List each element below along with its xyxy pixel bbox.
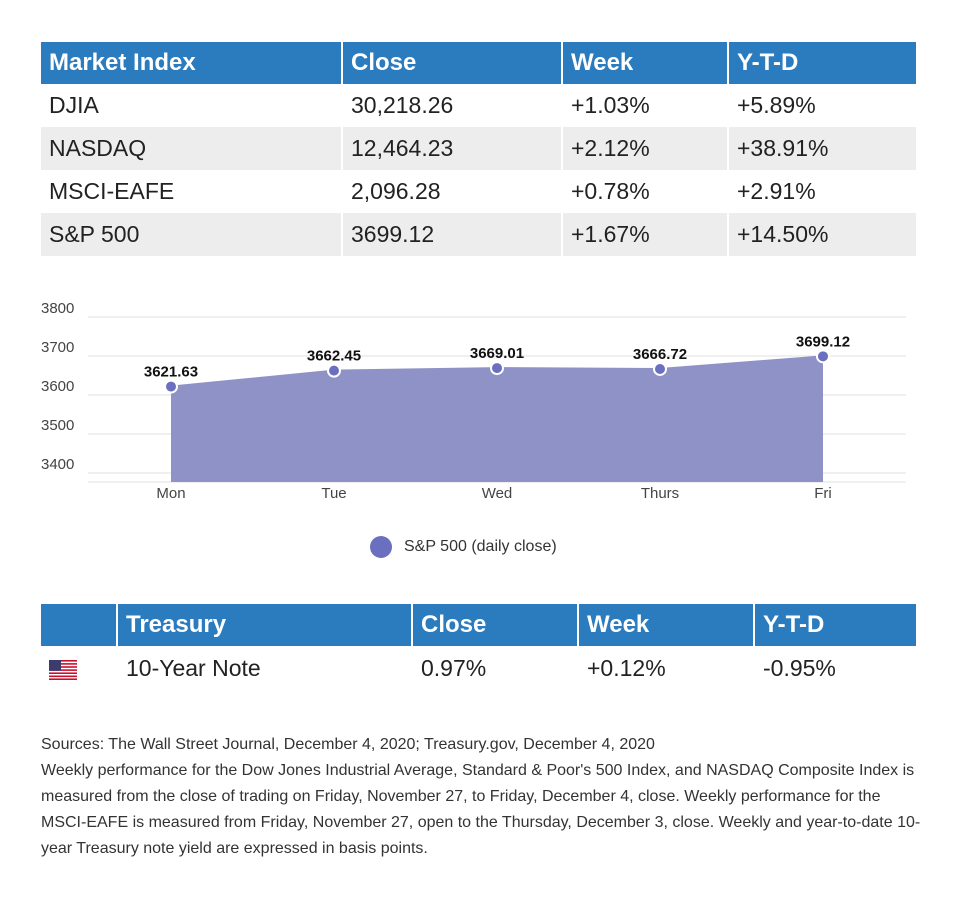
- header-ytd: Y-T-D: [755, 604, 916, 646]
- data-point: [816, 349, 830, 364]
- data-label: 3669.01: [470, 345, 524, 362]
- data-label: 3621.63: [144, 364, 198, 381]
- index-week: +2.12%: [563, 127, 729, 170]
- sources-note: Sources: The Wall Street Journal, Decemb…: [41, 736, 655, 753]
- header-ytd: Y-T-D: [729, 42, 916, 84]
- footnotes: Sources: The Wall Street Journal, Decemb…: [41, 732, 921, 862]
- x-tick-label: Thurs: [641, 485, 679, 502]
- sp500-area-chart: 3800 3700 3600 3500 3400 3621.63 Mon 3662.45 Tue…: [41, 300, 906, 502]
- treasury-close: 0.97%: [413, 646, 579, 690]
- header-close: Close: [413, 604, 579, 646]
- market-index-table: Market Index Close Week Y-T-D DJIA 30,21…: [41, 42, 916, 256]
- index-ytd: +14.50%: [729, 213, 916, 256]
- table-row: 10-Year Note 0.97% +0.12% -0.95%: [41, 646, 916, 690]
- x-tick-label: Fri: [814, 485, 832, 502]
- data-label: 3666.72: [633, 346, 687, 363]
- legend-marker: [370, 536, 392, 558]
- index-week: +1.03%: [563, 84, 729, 127]
- header-treasury: Treasury: [118, 604, 413, 646]
- table-row: MSCI-EAFE 2,096.28 +0.78% +2.91%: [41, 170, 916, 213]
- y-tick-label: 3600: [41, 378, 74, 395]
- market-table-header: Market Index Close Week Y-T-D: [41, 42, 916, 84]
- table-row: S&P 500 3699.12 +1.67% +14.50%: [41, 213, 916, 256]
- legend-label: S&P 500 (daily close): [404, 538, 557, 555]
- index-ytd: +2.91%: [737, 178, 816, 204]
- methodology-note: Weekly performance for the Dow Jones Ind…: [41, 762, 921, 857]
- header-week: Week: [579, 604, 755, 646]
- header-close: Close: [343, 42, 563, 84]
- y-tick-label: 3800: [41, 300, 74, 317]
- header-flag: [41, 604, 118, 646]
- header-week: Week: [563, 42, 729, 84]
- index-week: +0.78%: [563, 170, 729, 213]
- table-row: DJIA 30,218.26 +1.03% +5.89%: [41, 84, 916, 127]
- flag-cell: [41, 646, 118, 690]
- index-close: 3699.12: [343, 213, 563, 256]
- data-point: [653, 361, 667, 376]
- index-week: +1.67%: [563, 213, 729, 256]
- treasury-table: Treasury Close Week Y-T-D: [41, 604, 916, 690]
- treasury-name: 10-Year Note: [118, 646, 413, 690]
- index-ytd: +38.91%: [729, 127, 916, 170]
- index-name: S&P 500: [41, 213, 343, 256]
- area-fill: [171, 356, 823, 482]
- index-name: MSCI-EAFE: [41, 170, 343, 213]
- us-flag-icon: [49, 659, 77, 681]
- x-tick-label: Wed: [482, 485, 513, 502]
- index-name: DJIA: [41, 84, 343, 127]
- data-point: [164, 379, 178, 394]
- index-ytd: +5.89%: [737, 92, 816, 118]
- treasury-table-header: Treasury Close Week Y-T-D: [41, 604, 916, 646]
- index-name: NASDAQ: [41, 127, 343, 170]
- data-label: 3662.45: [307, 348, 361, 365]
- data-label: 3699.12: [796, 333, 850, 350]
- y-tick-label: 3500: [41, 417, 74, 434]
- x-tick-label: Mon: [156, 485, 185, 502]
- y-tick-label: 3400: [41, 456, 74, 473]
- treasury-week: +0.12%: [579, 646, 755, 690]
- x-tick-label: Tue: [321, 485, 346, 502]
- index-close: 12,464.23: [343, 127, 563, 170]
- treasury-ytd: -0.95%: [763, 654, 836, 681]
- data-point: [490, 361, 504, 376]
- y-tick-label: 3700: [41, 339, 74, 356]
- header-market-index: Market Index: [41, 42, 343, 84]
- index-close: 30,218.26: [343, 84, 563, 127]
- chart-legend: S&P 500 (daily close): [370, 536, 557, 558]
- data-point: [327, 363, 341, 378]
- index-close: 2,096.28: [343, 170, 563, 213]
- table-row: NASDAQ 12,464.23 +2.12% +38.91%: [41, 127, 916, 170]
